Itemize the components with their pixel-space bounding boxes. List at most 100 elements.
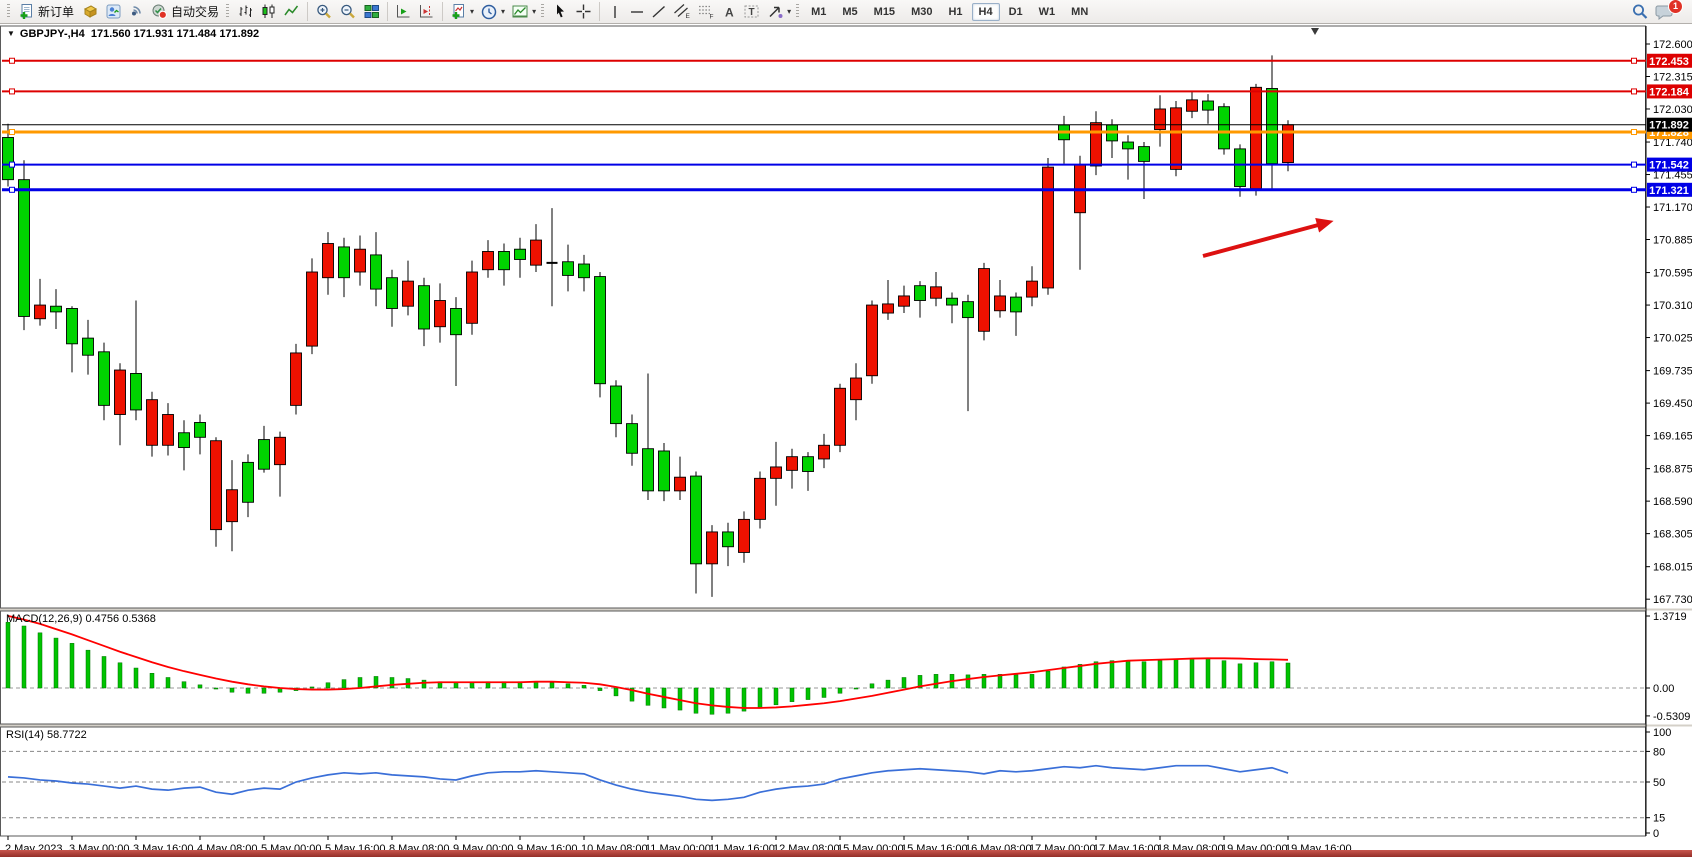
text-label-tool-button[interactable]: T [740,2,764,22]
chart-shift-button[interactable] [415,2,438,22]
timeframe-MN[interactable]: MN [1071,5,1089,18]
svg-text:18 May 08:00: 18 May 08:00 [1157,843,1224,850]
market-watch-button[interactable] [79,2,102,22]
chart-canvas: 172.600 172.315 172.030 171.740 171.455 171.1… [0,24,1692,850]
hline-price-label [1647,53,1692,68]
bar-chart-mode-button[interactable] [234,2,257,22]
panel-splitter[interactable] [0,608,1692,611]
templates-button[interactable]: ▾ [508,2,539,22]
timeframe-H1[interactable]: H1 [948,5,963,18]
svg-text:167.730: 167.730 [1653,594,1692,606]
horizontal-line-objects[interactable]: 172.453 172.184 171.828 171.542 171.321 [2,53,1692,197]
periods-button[interactable]: ▾ [477,2,508,22]
bar-chart-icon [239,5,253,17]
auto-scroll-icon [397,5,410,18]
svg-text:170.025: 170.025 [1653,333,1692,345]
chat-badge: 1 [1668,0,1683,14]
cursor-icon [557,4,565,18]
candlestick-icon [262,4,275,18]
timeframe-M15[interactable]: M15 [873,5,896,18]
timeframe-D1[interactable]: D1 [1008,5,1023,18]
vertical-line-tool-button[interactable] [604,2,626,22]
horizontal-line-tool-button[interactable] [626,2,648,22]
timeframe-H4[interactable]: H4 [971,2,1000,21]
text-label-icon: T [744,5,759,18]
auto-scroll-button[interactable] [392,2,415,22]
svg-text:F: F [710,14,714,21]
arrows-tool-button[interactable]: ▾ [764,2,794,22]
chart-shift-marker[interactable] [1311,28,1319,35]
panel-splitter[interactable] [0,724,1692,727]
svg-text:11 May 16:00: 11 May 16:00 [709,843,775,850]
svg-text:5 May 16:00: 5 May 16:00 [325,843,386,850]
svg-text:169.450: 169.450 [1653,398,1692,410]
svg-text:171.542: 171.542 [1649,160,1689,172]
svg-text:A: A [725,5,734,19]
svg-text:15 May 00:00: 15 May 00:00 [837,843,904,850]
fibonacci-tool-button[interactable]: F [694,2,718,22]
hline-handle [9,186,15,193]
market-watch-icon [83,5,98,18]
toolbar-separator [599,2,601,21]
search-button[interactable] [1628,2,1652,22]
bottom-strip [0,850,1692,857]
hline-price-label [1647,182,1692,197]
svg-text:15 May 16:00: 15 May 16:00 [901,843,968,850]
svg-text:171.892: 171.892 [1649,120,1689,132]
svg-text:80: 80 [1653,746,1665,758]
timeframe-W1[interactable]: W1 [1038,5,1056,18]
signal-icon [132,6,141,16]
toolbar-grip[interactable] [7,4,10,19]
svg-text:168.875: 168.875 [1653,464,1692,476]
trend-arrow-annotation[interactable] [1202,218,1334,258]
chart-window: 172.600 172.315 172.030 171.740 171.455 171.1… [0,24,1692,850]
cursor-tool-button[interactable] [549,2,572,22]
svg-text:9 May 16:00: 9 May 16:00 [517,843,578,850]
svg-text:171.455: 171.455 [1653,170,1692,182]
svg-text:169.735: 169.735 [1653,366,1692,378]
svg-text:15: 15 [1653,813,1665,825]
svg-text:172.184: 172.184 [1649,86,1690,98]
svg-text:1.3719: 1.3719 [1653,611,1687,623]
trendline-icon [652,5,666,18]
indicators-button[interactable]: ▾ [447,2,477,22]
svg-text:17 May 16:00: 17 May 16:00 [1093,843,1160,850]
svg-text:172.030: 172.030 [1653,104,1692,116]
timeframe-M5[interactable]: M5 [842,5,858,18]
svg-text:E: E [686,13,691,20]
zoom-in-icon [317,4,331,18]
hline-price-label [1647,157,1692,172]
profile-button[interactable] [102,2,125,22]
zoom-in-button[interactable] [312,2,336,22]
zoom-out-button[interactable] [336,2,360,22]
trendline-tool-button[interactable] [648,2,670,22]
svg-text:T: T [749,7,755,18]
hline-handle [9,88,15,95]
indicators-icon [452,4,465,19]
auto-trading-button[interactable]: 自动交易 [148,2,224,22]
toolbar-grip[interactable] [226,4,230,19]
svg-text:8 May 08:00: 8 May 08:00 [389,843,450,850]
toolbar-grip[interactable] [796,4,800,19]
line-chart-mode-button[interactable] [280,2,303,22]
new-order-button[interactable]: 新订单 [15,2,79,22]
text-tool-button[interactable]: A [718,2,740,22]
candlestick-mode-button[interactable] [257,2,280,22]
toolbar-grip[interactable] [541,4,545,19]
signal-button[interactable] [125,2,148,22]
chart-shift-icon [420,5,433,18]
hline-handle [9,129,15,136]
crosshair-tool-button[interactable] [572,2,595,22]
chat-button[interactable]: 1 [1652,0,1683,22]
hline-handle [9,57,15,64]
svg-text:170.885: 170.885 [1653,235,1692,247]
channel-tool-button[interactable]: E [670,2,694,22]
svg-text:0: 0 [1653,828,1659,840]
indicators-caret-icon: ▾ [470,6,475,16]
zoom-out-icon [341,4,355,18]
timeframe-M30[interactable]: M30 [911,5,933,18]
tile-windows-icon [364,5,380,18]
timeframe-M1[interactable]: M1 [811,5,827,18]
tile-windows-button[interactable] [360,2,383,22]
fibonacci-icon: F [699,5,714,21]
